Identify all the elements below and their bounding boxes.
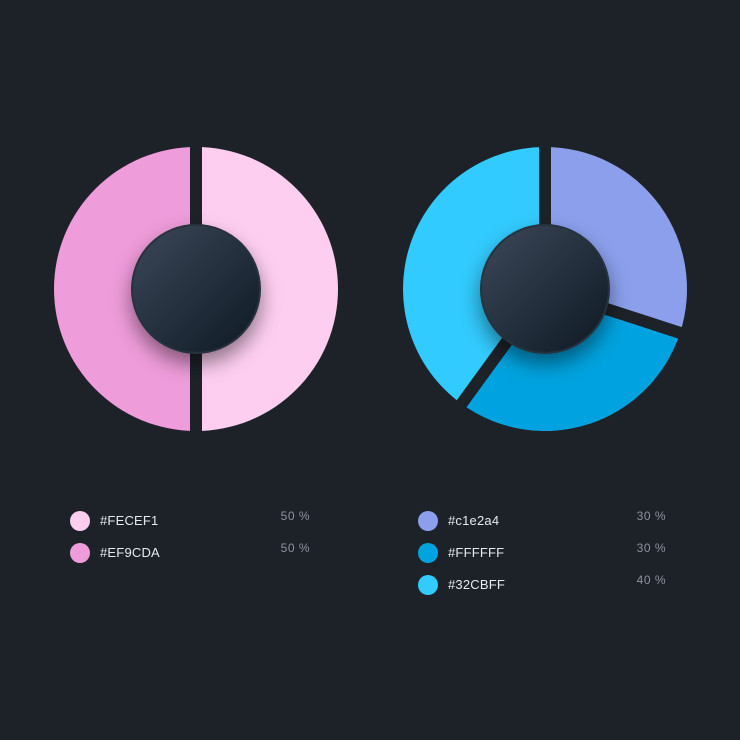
donut-chart-right <box>402 137 690 432</box>
donut-chart-left <box>54 137 338 441</box>
left-chart-hub <box>133 226 259 352</box>
right-chart-legend-label: #32CBFF <box>448 577 506 592</box>
left-chart-legend-swatch <box>70 543 90 563</box>
left-chart-slice-fecef1 <box>196 147 338 431</box>
right-chart-legend-value: 40 % <box>636 573 666 587</box>
left-chart-legend-value: 50 % <box>280 509 310 523</box>
right-chart-legend-item: #32CBFF 40 % <box>418 571 668 603</box>
left-chart-legend-item: #FECEF1 50 % <box>70 507 320 539</box>
left-chart-legend-item: #EF9CDA 50 % <box>70 539 320 571</box>
left-chart-legend-label: #FECEF1 <box>100 513 159 528</box>
right-chart-legend-label: #FFFFFF <box>448 545 505 560</box>
left-chart-slice-ef9cda <box>54 147 196 431</box>
legend-right: #c1e2a4 30 % #FFFFFF 30 % #32CBFF 40 % <box>418 507 668 603</box>
right-chart-legend-item: #FFFFFF 30 % <box>418 539 668 571</box>
right-chart-legend-value: 30 % <box>636 509 666 523</box>
left-chart-legend-value: 50 % <box>280 541 310 555</box>
right-chart-slice-ffffff <box>461 289 681 432</box>
right-chart-legend-item: #c1e2a4 30 % <box>418 507 668 539</box>
right-chart-legend-swatch <box>418 575 438 595</box>
legend-left: #FECEF1 50 % #EF9CDA 50 % <box>70 507 320 571</box>
right-chart-legend-swatch <box>418 511 438 531</box>
right-chart-slice-32cbff <box>402 146 545 404</box>
right-chart-hub <box>482 226 608 352</box>
right-chart-legend-value: 30 % <box>636 541 666 555</box>
right-chart-legend-swatch <box>418 543 438 563</box>
left-chart-legend-label: #EF9CDA <box>100 545 160 560</box>
left-chart-legend-swatch <box>70 511 90 531</box>
right-chart-legend-label: #c1e2a4 <box>448 513 500 528</box>
